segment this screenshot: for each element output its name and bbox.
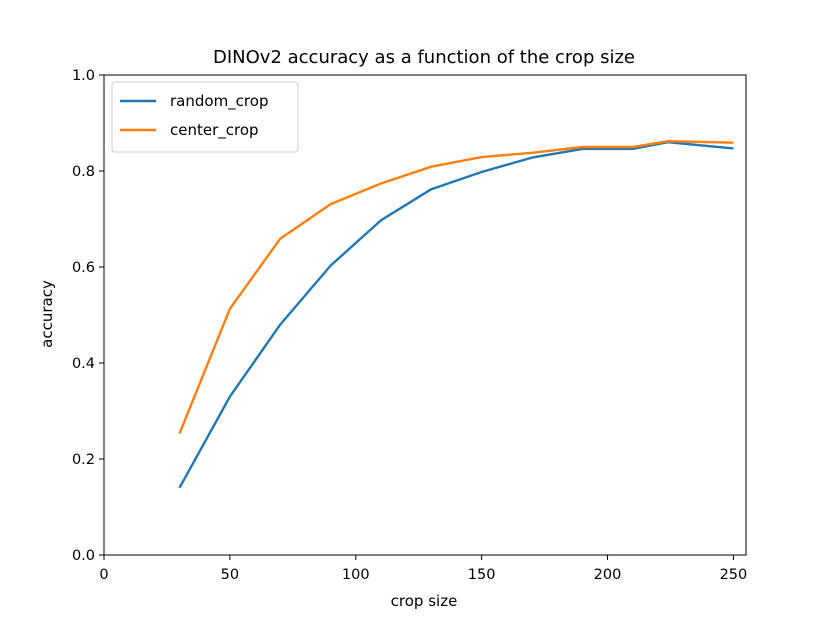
- series-line-center-crop: [178, 139, 734, 435]
- x-axis: 0 50 100 150 200 250: [99, 555, 747, 583]
- x-tick-label: 0: [99, 567, 108, 583]
- y-axis-label: accuracy: [38, 280, 56, 348]
- y-tick-label: 0.2: [72, 452, 95, 468]
- legend-label: random_crop: [170, 92, 268, 111]
- y-tick-label: 0.6: [72, 260, 95, 276]
- series-line-random-crop: [178, 140, 734, 489]
- legend-label: center_crop: [170, 121, 259, 140]
- legend: random_crop center_crop: [111, 81, 299, 153]
- y-tick-label: 0.8: [72, 164, 95, 180]
- y-tick-label: 0.0: [72, 548, 95, 564]
- x-axis-label: crop size: [391, 592, 458, 610]
- x-tick-label: 150: [468, 567, 496, 583]
- x-tick-label: 50: [221, 567, 239, 583]
- x-tick-label: 200: [594, 567, 622, 583]
- legend-box: [111, 81, 299, 153]
- x-tick-label: 100: [342, 567, 370, 583]
- x-tick-label: 250: [720, 567, 748, 583]
- plot-area: [178, 139, 734, 489]
- axes-frame: [103, 74, 747, 556]
- chart-title: DINOv2 accuracy as a function of the cro…: [213, 47, 635, 68]
- y-tick-label: 0.4: [72, 356, 95, 372]
- y-axis: 0.0 0.2 0.4 0.6 0.8 1.0: [72, 68, 104, 564]
- y-tick-label: 1.0: [72, 68, 95, 84]
